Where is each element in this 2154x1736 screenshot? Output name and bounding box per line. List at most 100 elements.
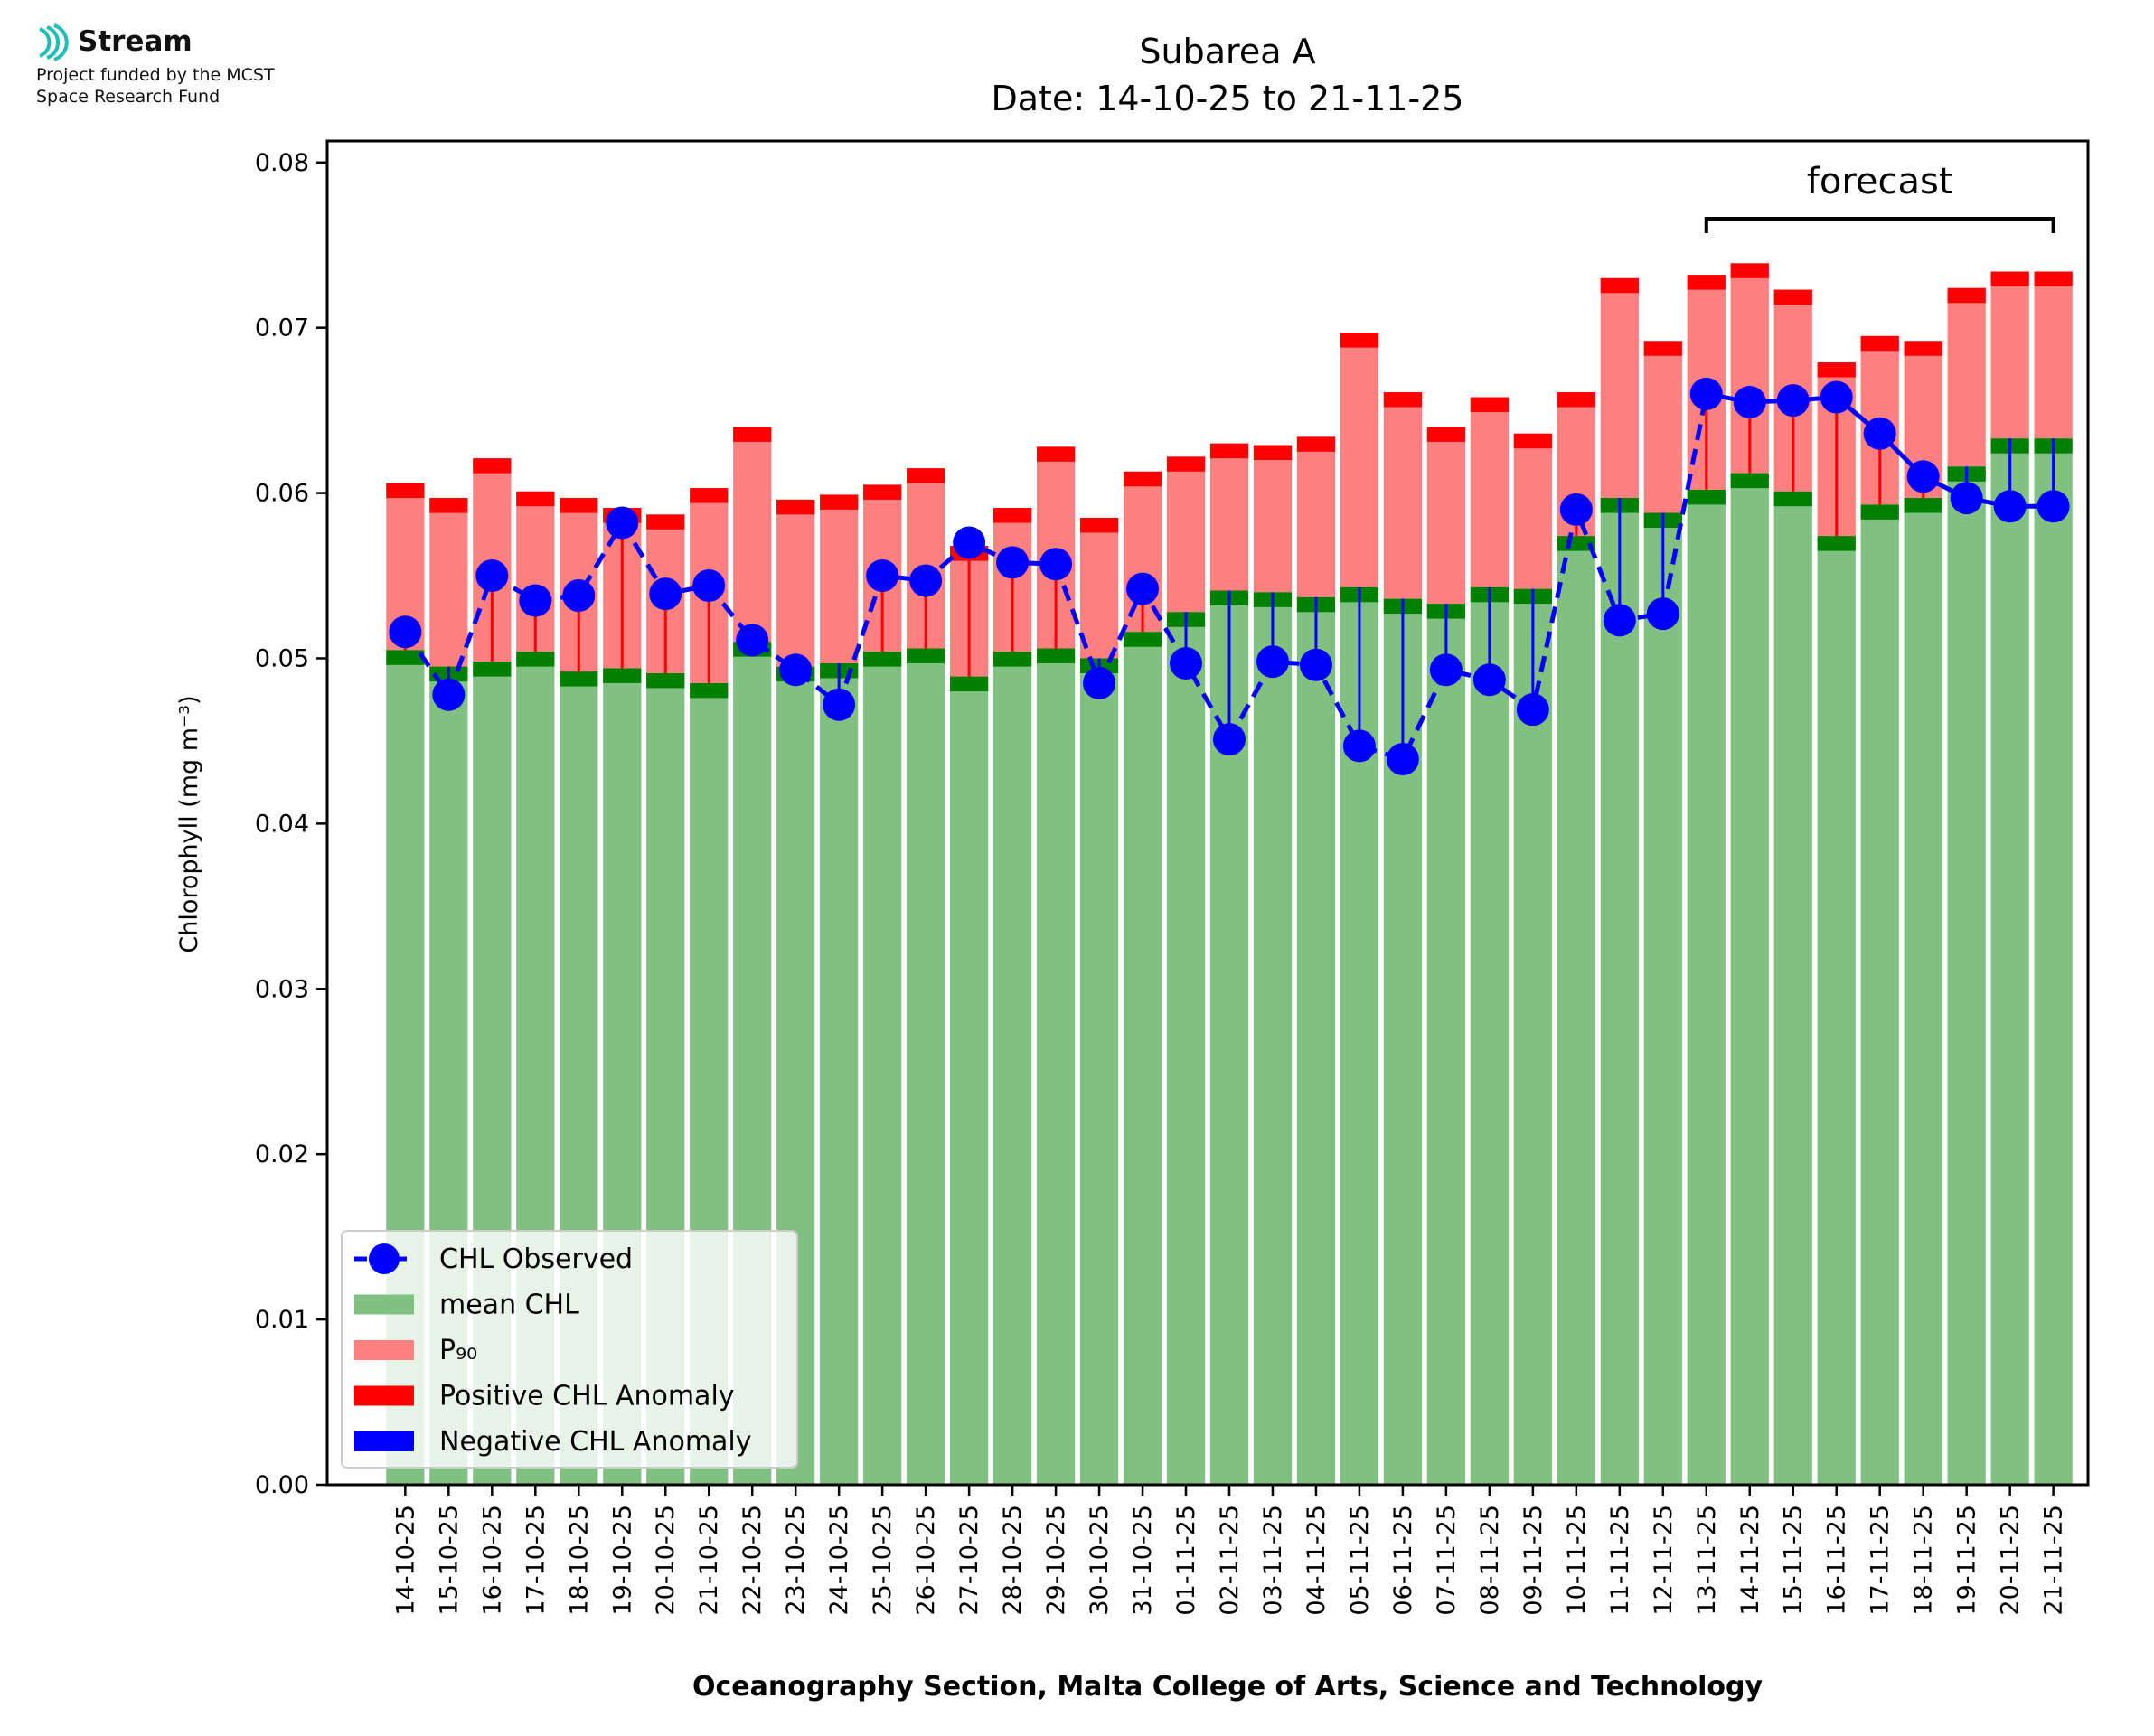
x-tick-label: 09-11-25 bbox=[1519, 1505, 1547, 1616]
p90-bar-cap bbox=[1773, 289, 1812, 305]
p90-bar-cap bbox=[1730, 263, 1769, 278]
observed-point bbox=[1472, 663, 1506, 697]
mean-bar-cap bbox=[516, 652, 555, 667]
p90-bar bbox=[2034, 271, 2073, 439]
mean-bar-cap bbox=[386, 650, 425, 665]
p90-bar bbox=[1947, 287, 1986, 467]
p90-bar-cap bbox=[1340, 333, 1379, 348]
forecast-annotation: forecast bbox=[1807, 161, 1953, 202]
p90-bar-cap bbox=[1209, 443, 1249, 459]
mean-bar bbox=[1773, 491, 1812, 1486]
y-tick-label: 0.05 bbox=[255, 644, 309, 672]
observed-point bbox=[1039, 548, 1073, 581]
x-tick-label: 04-11-25 bbox=[1303, 1505, 1331, 1616]
x-tick-label: 11-11-25 bbox=[1606, 1505, 1634, 1616]
mean-bar bbox=[1817, 536, 1856, 1486]
p90-bar-cap bbox=[863, 484, 902, 500]
logo-funding-line-1: Project funded by the MCST bbox=[36, 65, 275, 85]
legend-item-mean-chl: mean CHL bbox=[439, 1290, 579, 1321]
observed-point bbox=[432, 678, 466, 711]
mean-bar bbox=[1079, 658, 1119, 1485]
observed-point bbox=[1386, 743, 1419, 776]
mean-bar-cap bbox=[1817, 536, 1856, 551]
p90-bar bbox=[1079, 518, 1119, 659]
mean-bar bbox=[992, 652, 1032, 1485]
p90-bar bbox=[1470, 397, 1509, 587]
p90-bar bbox=[1340, 333, 1379, 587]
mean-bar bbox=[820, 662, 859, 1485]
x-tick-label: 01-11-25 bbox=[1172, 1505, 1200, 1616]
p90-bar-cap bbox=[1990, 271, 2029, 286]
observed-point bbox=[1516, 693, 1549, 727]
mean-bar-cap bbox=[560, 671, 598, 687]
legend-swatch bbox=[354, 1431, 414, 1451]
observed-point bbox=[606, 506, 639, 540]
mean-bar bbox=[1036, 648, 1076, 1485]
x-tick-label: 19-10-25 bbox=[608, 1505, 636, 1616]
x-tick-label: 28-10-25 bbox=[999, 1505, 1027, 1616]
stream-wave-icon bbox=[39, 23, 69, 61]
mean-bar bbox=[1557, 536, 1595, 1486]
chart-subtitle: Date: 14-10-25 to 21-11-25 bbox=[992, 79, 1464, 118]
x-tick-label: 14-10-25 bbox=[391, 1505, 419, 1616]
mean-bar-cap bbox=[907, 648, 945, 663]
observed-point bbox=[1776, 384, 1810, 418]
mean-bar bbox=[1470, 586, 1509, 1485]
p90-bar-cap bbox=[1513, 433, 1552, 449]
observed-point bbox=[1689, 377, 1723, 410]
p90-bar-cap bbox=[1904, 341, 1942, 356]
p90-bar-cap bbox=[1600, 277, 1639, 294]
x-tick-label: 30-10-25 bbox=[1086, 1505, 1114, 1616]
mean-bar-cap bbox=[690, 682, 729, 699]
p90-bar-cap bbox=[1687, 275, 1726, 290]
observed-point bbox=[953, 526, 986, 559]
x-tick-label: 31-10-25 bbox=[1129, 1505, 1157, 1616]
mean-bar bbox=[1687, 489, 1726, 1485]
x-axis-label: Oceanography Section, Malta College of A… bbox=[692, 1671, 1764, 1703]
p90-bar-cap bbox=[1123, 471, 1162, 487]
observed-point bbox=[1820, 380, 1853, 414]
chart-title: Subarea A bbox=[1139, 32, 1315, 71]
legend-item-p90: P₉₀ bbox=[439, 1335, 477, 1366]
x-tick-label: 15-10-25 bbox=[435, 1505, 463, 1616]
observed-point bbox=[779, 653, 813, 687]
mean-bar bbox=[1947, 466, 1986, 1485]
observed-point bbox=[1256, 645, 1289, 679]
x-tick-label: 05-11-25 bbox=[1346, 1505, 1374, 1616]
observed-point bbox=[2036, 490, 2070, 523]
x-tick-label: 06-11-25 bbox=[1389, 1505, 1417, 1616]
x-tick-label: 20-11-25 bbox=[1997, 1505, 2025, 1616]
p90-bar bbox=[1383, 392, 1423, 599]
mean-bar bbox=[1600, 498, 1639, 1486]
p90-bar-cap bbox=[386, 483, 425, 499]
x-tick-label: 17-11-25 bbox=[1867, 1505, 1895, 1616]
observed-point bbox=[866, 559, 899, 593]
observed-point bbox=[909, 564, 943, 597]
p90-bar-cap bbox=[1947, 287, 1986, 304]
x-tick-label: 07-11-25 bbox=[1433, 1505, 1461, 1616]
mean-bar bbox=[1426, 604, 1466, 1485]
observed-point bbox=[475, 559, 509, 593]
observed-point bbox=[1429, 653, 1463, 687]
x-tick-label: 18-10-25 bbox=[565, 1505, 593, 1616]
mean-bar bbox=[1166, 612, 1206, 1485]
mean-bar-cap bbox=[949, 676, 989, 692]
p90-bar-cap bbox=[733, 427, 772, 442]
x-tick-label: 02-11-25 bbox=[1216, 1505, 1244, 1616]
x-tick-label: 21-11-25 bbox=[2040, 1505, 2068, 1616]
x-tick-label: 29-10-25 bbox=[1042, 1505, 1070, 1616]
x-tick-label: 08-11-25 bbox=[1476, 1505, 1504, 1616]
y-tick-label: 0.00 bbox=[255, 1471, 309, 1499]
p90-bar-cap bbox=[1470, 397, 1509, 412]
x-tick-label: 18-11-25 bbox=[1910, 1505, 1938, 1616]
mean-bar-cap bbox=[473, 662, 512, 677]
p90-bar-cap bbox=[429, 498, 468, 513]
mean-bar-cap bbox=[1123, 632, 1162, 647]
legend: CHL Observed mean CHL P₉₀ Positive CHL Anom… bbox=[341, 1230, 798, 1469]
mean-bar-cap bbox=[992, 652, 1032, 667]
legend-item-negative-anomaly: Negative CHL Anomaly bbox=[439, 1426, 752, 1458]
x-tick-label: 23-10-25 bbox=[782, 1505, 810, 1616]
y-tick-label: 0.06 bbox=[255, 480, 309, 508]
p90-bar-cap bbox=[646, 514, 685, 530]
p90-bar bbox=[1643, 341, 1682, 513]
